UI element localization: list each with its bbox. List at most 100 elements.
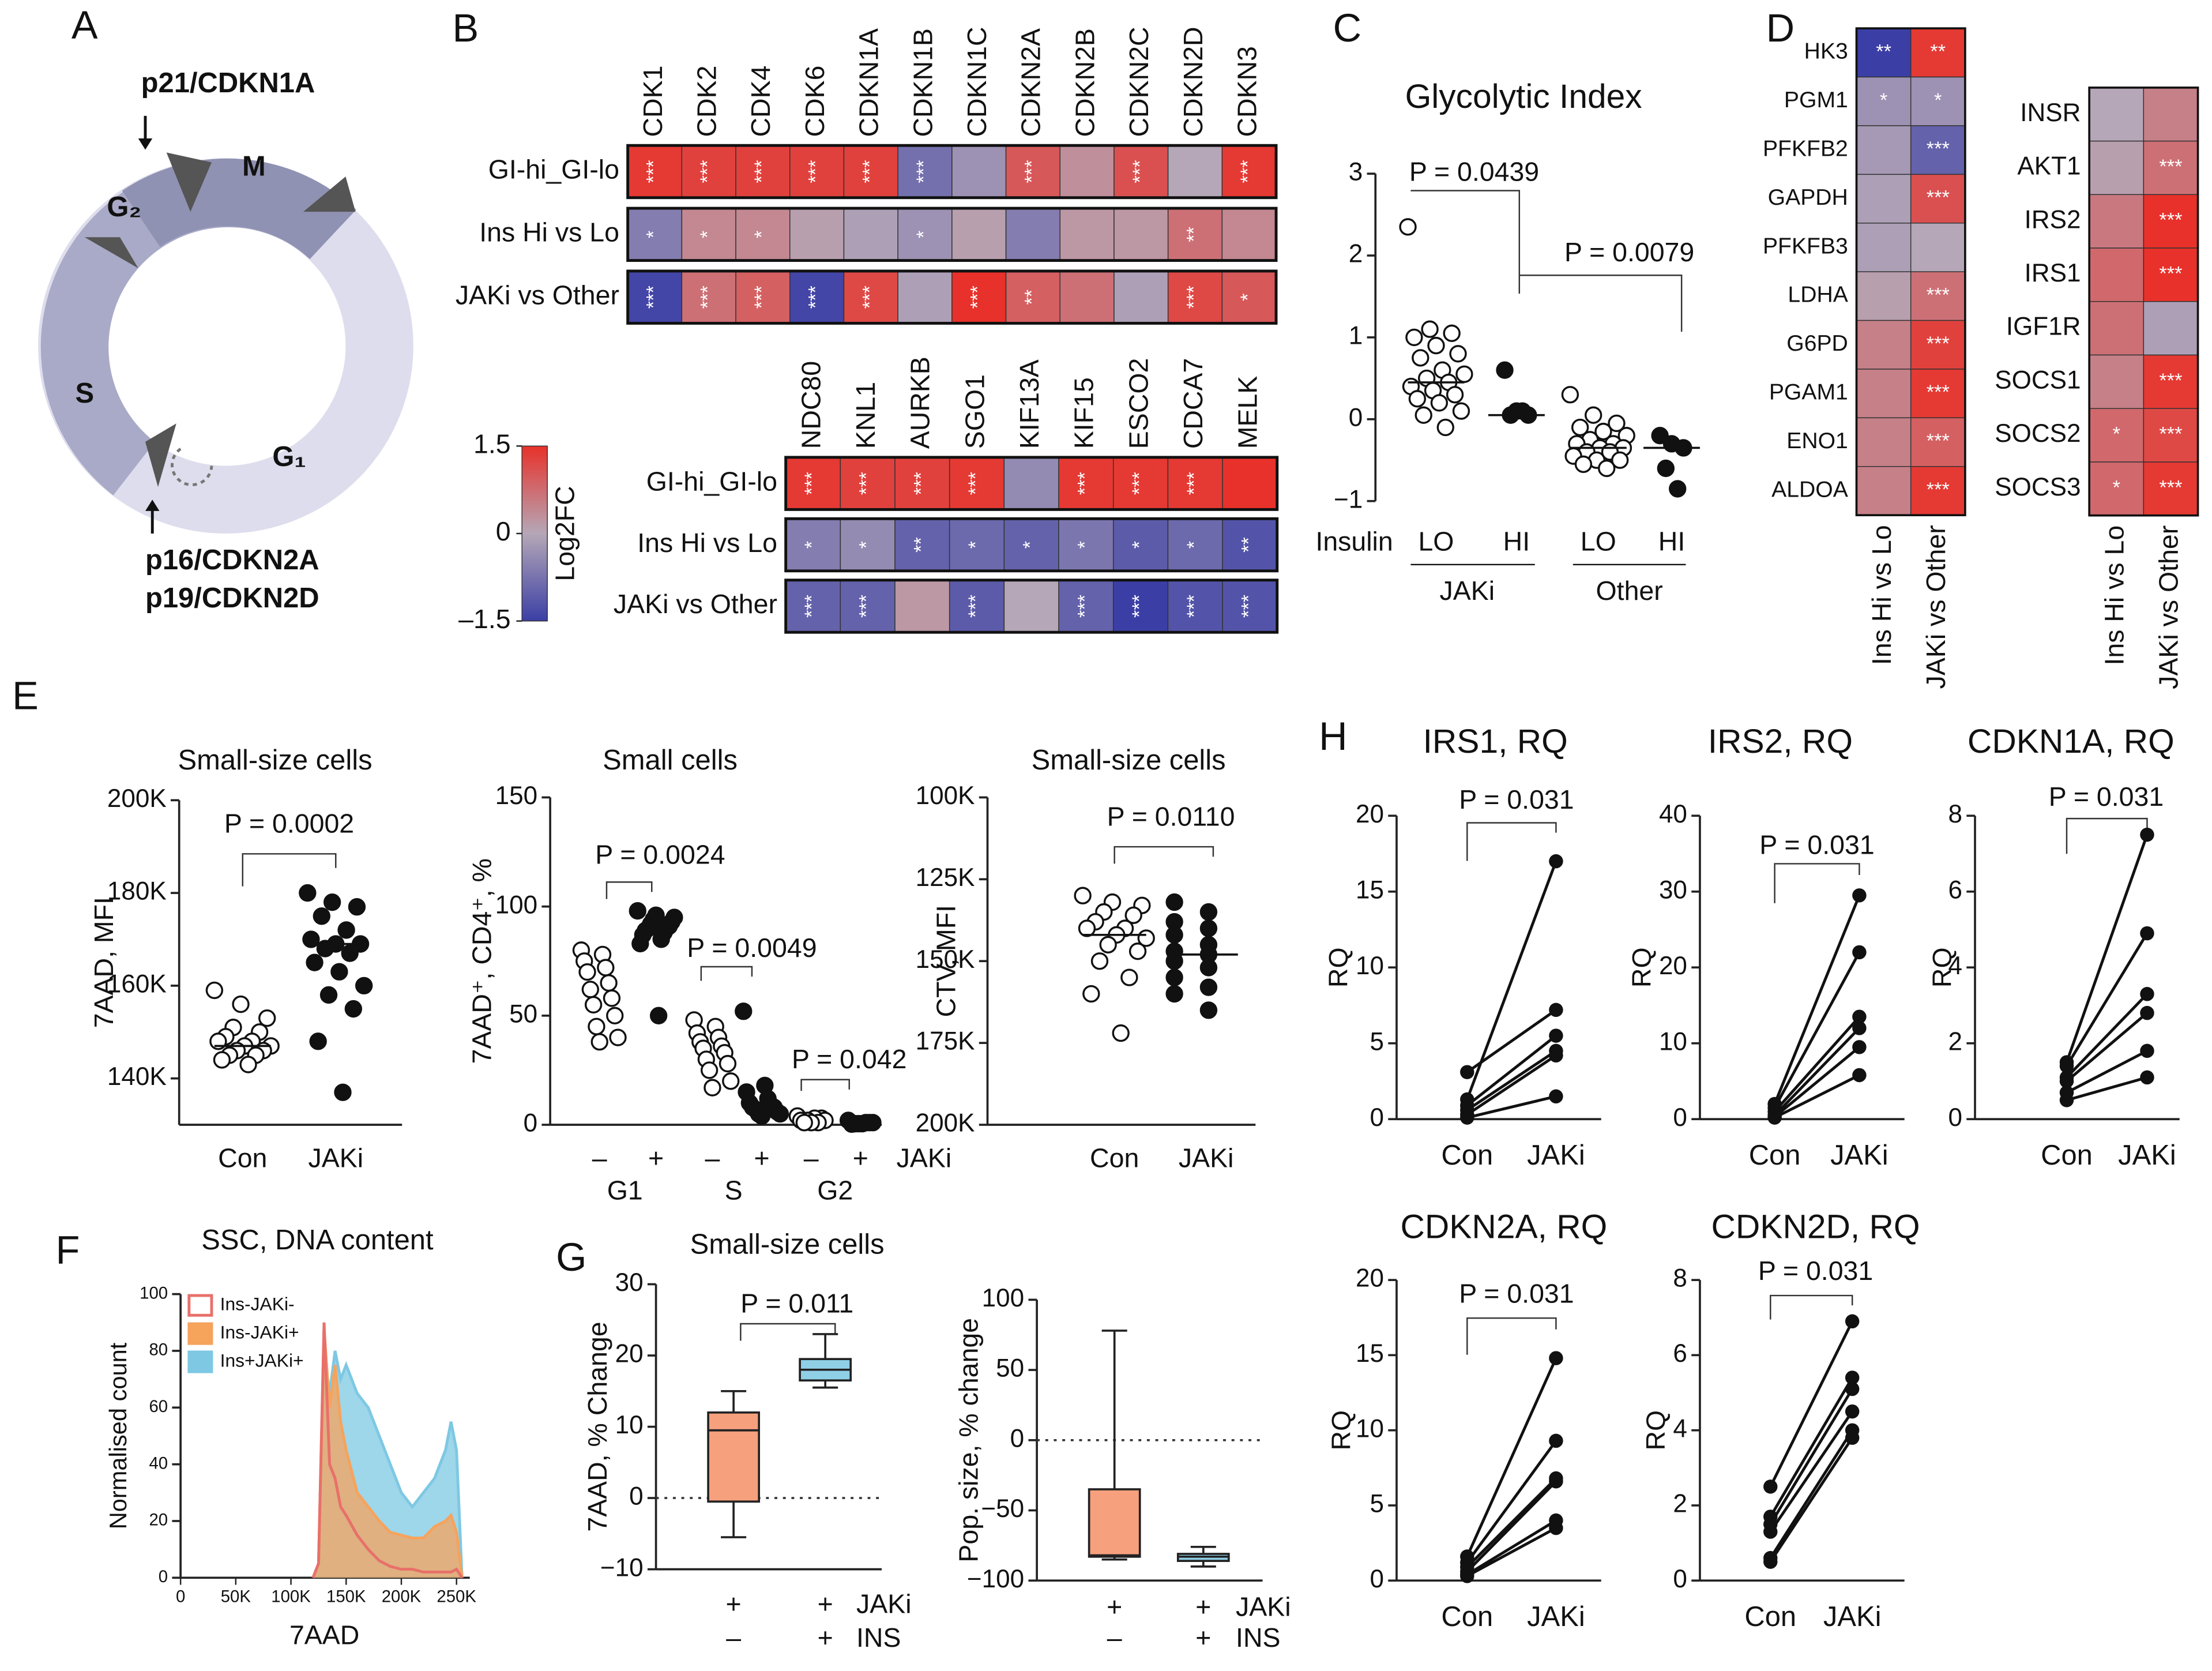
data-point <box>1549 1028 1563 1043</box>
data-point <box>344 1000 362 1018</box>
heatmap-cell <box>897 208 953 261</box>
y-tick-label: 80 <box>149 1340 168 1360</box>
panel-label: D <box>1766 6 1795 50</box>
data-point <box>2140 1043 2154 1058</box>
chart-title: CDKN1A, RQ <box>1968 723 2175 760</box>
x-tick-label: Con <box>1749 1140 1801 1171</box>
column-label: CDKN2C <box>1124 27 1154 137</box>
x-tick-label: – <box>592 1143 607 1173</box>
data-point <box>1165 985 1183 1003</box>
colorbar-tick-label: –1.5 <box>458 604 510 634</box>
row-label: SOCS1 <box>1995 366 2081 394</box>
significance-label: ** <box>1021 290 1043 305</box>
p-value: P = 0.0002 <box>224 809 354 839</box>
heatmap-cell <box>1003 457 1059 510</box>
heatmap-cell <box>1910 125 1966 175</box>
significance-label: * <box>751 231 773 238</box>
heatmap-cell <box>1856 466 1912 516</box>
significance-label: *** <box>2159 476 2182 498</box>
significance-label: *** <box>697 286 718 309</box>
y-tick-label: 60 <box>149 1397 168 1416</box>
phase-label: G₂ <box>107 191 141 223</box>
heatmap-cell <box>681 208 736 261</box>
data-point <box>1549 854 1563 869</box>
group-label: S <box>725 1176 743 1206</box>
data-point <box>1128 942 1147 960</box>
y-tick-label: 2 <box>1349 240 1363 268</box>
y-tick-label: 100K <box>916 782 975 810</box>
y-tick-label: 0 <box>1948 1103 1962 1132</box>
panel-label: F <box>56 1228 80 1272</box>
pair-line <box>1466 1477 1558 1568</box>
data-point <box>1852 888 1867 903</box>
data-point <box>232 995 250 1013</box>
row-label: JAKi vs Other <box>456 280 619 310</box>
significance-label: *** <box>1128 472 1150 495</box>
row-outline <box>626 269 1278 325</box>
pair-line <box>1769 1437 1854 1563</box>
significance-label: *** <box>1237 595 1259 618</box>
data-point <box>1852 1009 1867 1024</box>
data-point <box>1199 1001 1218 1019</box>
cell-cycle-diagram: p21/CDKN1A M G₂ S G₁ p16/CDKN2A p19/CDKN… <box>38 67 413 614</box>
column-label: CDKN2A <box>1016 28 1046 137</box>
y-tick-label: 0 <box>1010 1424 1024 1452</box>
significance-label: *** <box>1183 286 1205 309</box>
data-point <box>1763 1524 1778 1539</box>
data-point <box>1405 328 1423 347</box>
row-label: Ins Hi vs Lo <box>479 217 619 247</box>
heatmap-cell <box>1058 518 1114 572</box>
significance-label: *** <box>856 472 878 495</box>
p-value: P = 0.0049 <box>687 933 817 963</box>
y-axis-label: RQ <box>1641 1410 1671 1451</box>
data-point <box>355 977 373 995</box>
y-tick-label: 0 <box>1673 1565 1687 1593</box>
pair-line <box>1466 1049 1557 1112</box>
data-point <box>1415 406 1432 424</box>
column-label: Ins Hi vs Lo <box>2100 525 2130 666</box>
significance-label: *** <box>1927 333 1950 355</box>
gene-label: p19/CDKN2D <box>145 583 319 614</box>
colorbar <box>521 445 548 622</box>
significance-label: *** <box>1129 160 1151 183</box>
y-tick-label: 0 <box>1370 1565 1383 1593</box>
y-tick-label: −100 <box>967 1565 1024 1593</box>
data-point <box>1436 418 1454 437</box>
x-tick-label: HI <box>1658 526 1685 556</box>
column-label: ESCO2 <box>1123 358 1153 449</box>
data-point <box>590 1033 608 1051</box>
row-label: PGM1 <box>1784 88 1848 112</box>
significance-bracket <box>605 881 653 899</box>
legend-label: Ins+JAKi+ <box>220 1350 304 1370</box>
x-tick-label: – <box>705 1143 720 1173</box>
y-tick-label: 0 <box>524 1109 537 1137</box>
significance-label: *** <box>643 286 665 309</box>
data-point <box>735 1002 753 1020</box>
data-point <box>606 1007 624 1024</box>
data-point <box>2059 1074 2074 1088</box>
y-tick-label: 20 <box>149 1511 168 1530</box>
data-point <box>1549 1089 1563 1104</box>
chart-title: SSC, DNA content <box>201 1225 434 1256</box>
significance-label: * <box>1074 541 1096 549</box>
x-tick-label: + <box>726 1589 742 1619</box>
data-point <box>1852 1068 1867 1083</box>
y-tick-label: 150 <box>495 782 537 810</box>
significance-label: * <box>1237 294 1259 301</box>
x-title: Insulin <box>1315 526 1393 556</box>
y-tick-label: 10 <box>1659 1027 1687 1056</box>
gene-label: p21/CDKN1A <box>141 67 315 99</box>
x-tick-label: + <box>818 1623 833 1653</box>
panel-label: A <box>72 3 98 47</box>
arrowhead <box>166 152 212 212</box>
heatmap-cell <box>843 208 898 261</box>
significance-label: *** <box>1183 595 1205 618</box>
y-tick-label: 30 <box>615 1268 644 1297</box>
significance-bracket <box>1466 1317 1557 1355</box>
data-point <box>609 1028 627 1046</box>
data-point <box>323 893 341 911</box>
pair-line <box>1773 895 1861 1105</box>
pair-line <box>1769 1429 1854 1559</box>
data-point <box>1165 968 1183 986</box>
x-tick-label: + <box>1107 1591 1122 1621</box>
